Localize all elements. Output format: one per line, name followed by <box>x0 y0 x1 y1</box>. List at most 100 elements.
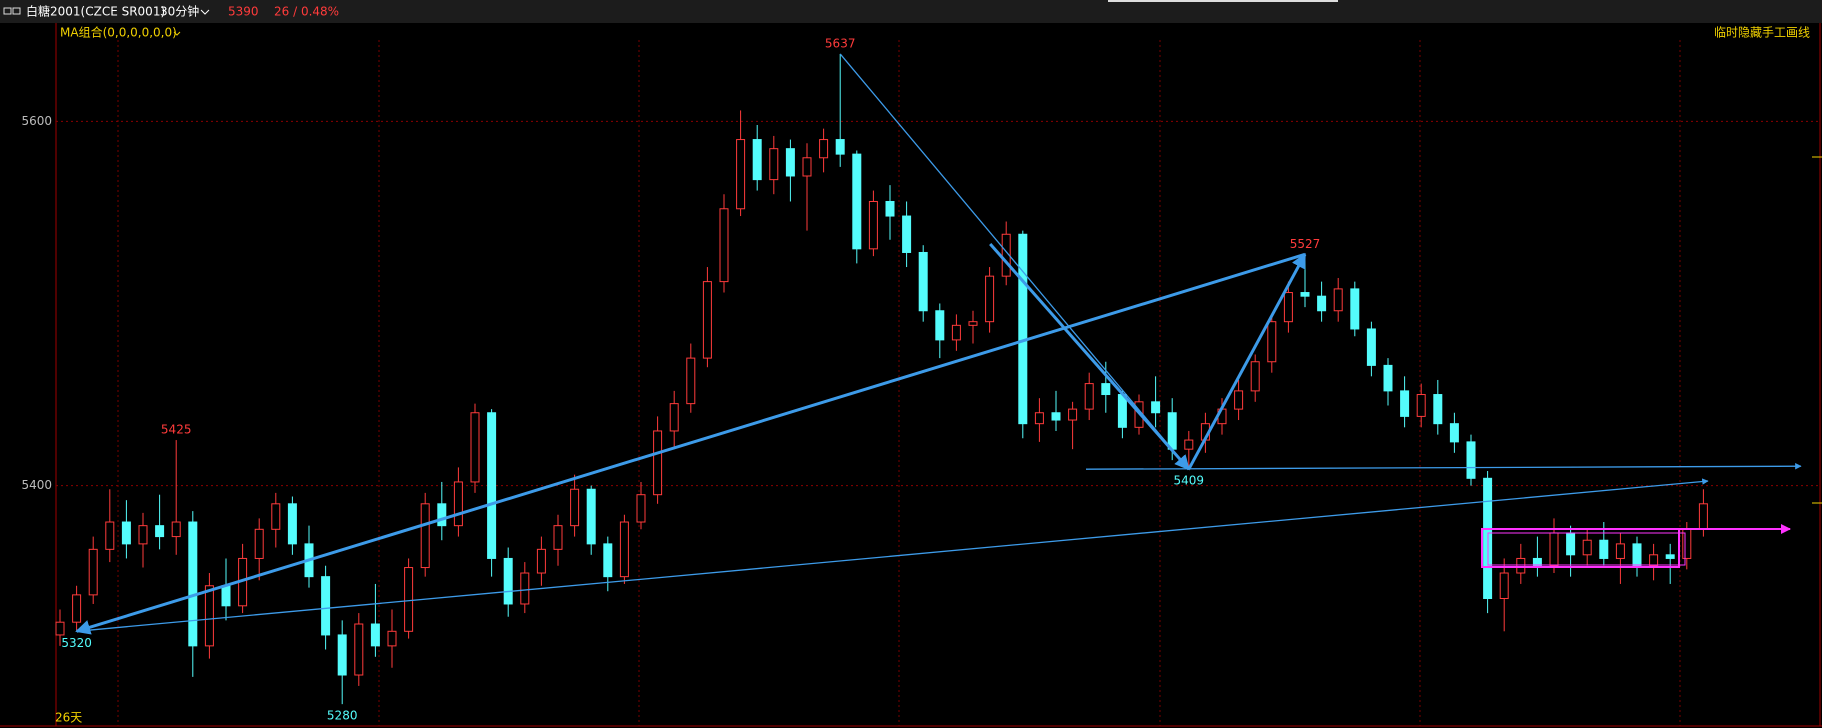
candle-body <box>1532 557 1542 567</box>
candle-body <box>1632 543 1642 567</box>
candle-body <box>1698 503 1708 530</box>
candle-body <box>221 585 231 607</box>
candle-body <box>702 281 712 359</box>
candle-body <box>1499 572 1509 600</box>
trend-line <box>1085 462 1802 470</box>
candle-body <box>1267 321 1277 363</box>
candle-body <box>603 543 613 578</box>
candle-body <box>868 200 878 250</box>
candle-body <box>387 630 397 647</box>
candle-body <box>1400 390 1410 417</box>
candle-body <box>487 412 497 559</box>
candle-body <box>88 548 98 596</box>
period-select[interactable]: 30分钟 <box>160 4 199 19</box>
candle-body <box>1566 532 1576 556</box>
candle-body <box>204 585 214 647</box>
window-edge <box>1108 0 1338 2</box>
candle-body <box>802 157 812 177</box>
candle-body <box>1034 412 1044 425</box>
candle-body <box>470 412 480 483</box>
candle-body <box>171 521 181 538</box>
candle-body <box>1350 288 1360 330</box>
dropdown-arrow[interactable] <box>200 9 210 15</box>
trend-line <box>76 478 1709 632</box>
low-label: 5280 <box>327 709 358 723</box>
price-change: 26 / 0.48% <box>274 5 339 19</box>
candle-body <box>55 621 65 636</box>
candle-body <box>1449 423 1459 443</box>
dropdown-arrow <box>173 31 181 36</box>
candle-body <box>121 521 131 545</box>
candle-body <box>138 525 148 545</box>
candle-body <box>354 623 364 676</box>
candle-body <box>1167 412 1177 450</box>
range-box <box>1487 532 1686 566</box>
candle-body <box>1516 557 1526 574</box>
candle-body <box>420 503 430 569</box>
candle-body <box>105 521 115 550</box>
candle-body <box>1599 539 1609 559</box>
candle-body <box>553 525 563 550</box>
candle-body <box>769 148 779 181</box>
candle-body <box>835 139 845 155</box>
symbol: 白糖2001(CZCE SR001) <box>26 4 165 19</box>
candle-body <box>1665 554 1675 559</box>
candle-body <box>287 503 297 545</box>
candle-body <box>1151 401 1161 414</box>
candle-body <box>570 488 580 527</box>
candle-body <box>337 634 347 676</box>
candle-body <box>1018 233 1028 425</box>
candle-body <box>935 310 945 341</box>
candle-body <box>885 200 895 217</box>
candle-body <box>1117 394 1127 428</box>
candle-body <box>404 567 414 632</box>
icon <box>3 7 12 15</box>
candle-body <box>686 357 696 405</box>
candle-body <box>1466 441 1476 479</box>
top-bar <box>0 0 1822 23</box>
candle-body <box>1682 528 1692 559</box>
candle-body <box>1582 539 1592 556</box>
candle-body <box>1051 412 1061 421</box>
candle-body <box>1615 543 1625 559</box>
candle-body <box>1084 383 1094 410</box>
candle-body <box>520 572 530 605</box>
candle-body <box>1416 394 1426 417</box>
last-price: 5390 <box>228 5 259 19</box>
candle-body <box>586 488 596 545</box>
candle-body <box>918 251 928 312</box>
candle-body <box>951 324 961 341</box>
candle-body <box>785 148 795 177</box>
candle-body <box>1300 292 1310 297</box>
candle-body <box>1234 390 1244 410</box>
candle-body <box>155 525 165 538</box>
candle-body <box>1366 328 1376 366</box>
candle-body <box>72 594 82 623</box>
candle-body <box>1068 408 1078 421</box>
candle-body <box>1001 233 1011 277</box>
candle-body <box>1283 292 1293 323</box>
range-label: 26天 <box>55 711 82 725</box>
candle-body <box>254 528 264 559</box>
candle-body <box>1433 394 1443 425</box>
candle-body <box>437 503 447 527</box>
candle-body <box>653 430 663 496</box>
candle-body <box>985 275 995 323</box>
candle-body <box>736 139 746 210</box>
low-label: 5409 <box>1174 474 1205 488</box>
candle-body <box>1549 532 1559 567</box>
high-label: 5425 <box>161 423 192 437</box>
candle-body <box>1317 295 1327 312</box>
trend-line <box>75 252 1306 635</box>
candle-body <box>669 403 679 432</box>
candle-body <box>503 557 513 605</box>
candle-body <box>1383 364 1393 392</box>
candle-body <box>321 576 331 636</box>
y-tick-label: 5400 <box>21 478 52 492</box>
toggle-drawings[interactable]: 临时隐藏手工画线 <box>1714 26 1810 40</box>
candle-body <box>536 548 546 574</box>
session-grid <box>117 40 1681 726</box>
candle-body <box>819 139 829 159</box>
